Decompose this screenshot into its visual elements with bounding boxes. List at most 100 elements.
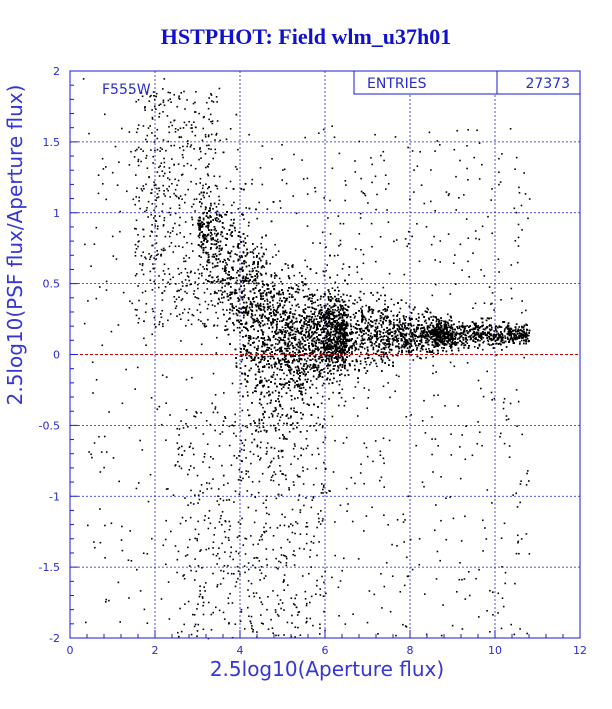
scatter-point [281,326,284,328]
scatter-point [218,250,221,253]
scatter-point [212,281,214,283]
scatter-point [276,374,278,376]
scatter-point [216,214,218,216]
scatter-point [259,302,262,305]
scatter-point [294,291,297,293]
scatter-point [353,303,356,305]
scatter-point [310,310,312,313]
scatter-point [310,327,312,329]
scatter-point [342,340,344,342]
scatter-point [213,229,216,231]
scatter-point [479,339,481,342]
scatter-point [336,342,338,345]
scatter-point [342,346,344,348]
scatter-point [289,331,292,334]
scatter-point [482,348,484,351]
scatter-point [347,315,349,317]
scatter-point [441,339,444,342]
scatter-point [426,307,428,309]
scatter-point [286,330,289,332]
scatter-point [352,302,354,305]
scatter-point [281,283,284,285]
scatter-point [220,248,223,250]
scatter-point [518,326,520,328]
scatter-point [251,251,254,253]
scatter-point [393,330,396,333]
scatter-point [261,330,264,333]
scatter-point [262,331,265,333]
scatter-point [515,328,517,330]
scatter-point [264,339,266,341]
scatter-point [341,335,344,337]
scatter-point [200,222,203,224]
scatter-point [293,322,295,324]
scatter-point [375,300,378,302]
scatter-point [428,348,430,350]
scatter-point [230,219,233,221]
scatter-point [216,217,218,219]
scatter-point [214,239,216,242]
scatter-point [470,328,472,331]
scatter-point [381,326,383,328]
scatter-point [256,304,258,306]
scatter-point [279,297,282,300]
scatter-point [329,369,332,372]
scatter-point [452,328,454,331]
scatter-point [510,333,513,335]
scatter-point [322,340,325,342]
scatter-point [300,343,303,345]
scatter-point [460,329,462,331]
scatter-point [454,335,456,337]
scatter-point [246,391,249,393]
scatter-point [387,357,389,360]
scatter-point [349,323,352,325]
scatter-point [220,280,222,282]
scatter-point [500,326,503,328]
scatter-point [344,323,346,326]
scatter-point [452,337,455,340]
scatter-point [323,368,325,370]
scatter-point [289,351,291,354]
scatter-point [347,313,349,316]
scatter-point [294,384,296,387]
scatter-point [223,227,225,230]
scatter-point [291,294,293,296]
scatter-point [197,235,200,237]
scatter-point [278,419,281,422]
scatter-point [346,327,348,330]
scatter-point [289,371,291,373]
scatter-point [437,342,439,344]
scatter-point [488,337,491,339]
scatter-point [236,327,239,329]
grid-layer [70,71,580,638]
scatter-point [365,352,368,355]
scatter-point [270,348,272,351]
scatter-point [354,339,357,342]
scatter-point [329,300,332,303]
scatter-point [394,324,396,326]
scatter-point [208,195,210,198]
scatter-point [239,257,241,259]
scatter-point [498,342,501,345]
scatter-point [385,335,388,337]
scatter-point [381,339,383,341]
scatter-point [257,271,260,273]
scatter-point [308,337,311,340]
scatter-point [299,362,302,365]
scatter-point [464,334,466,337]
scatter-point [291,333,294,336]
scatter-point [369,323,371,326]
scatter-point [263,266,265,269]
scatter-point [269,352,271,355]
scatter-point [380,335,383,338]
scatter-point [257,319,259,321]
scatter-point [273,275,276,277]
scatter-point [278,395,280,397]
scatter-point [318,348,320,350]
scatter-point [409,339,412,341]
scatter-point [216,238,219,241]
scatter-point [293,386,296,389]
scatter-point [215,185,218,187]
scatter-point [387,338,389,341]
scatter-point [341,315,344,318]
